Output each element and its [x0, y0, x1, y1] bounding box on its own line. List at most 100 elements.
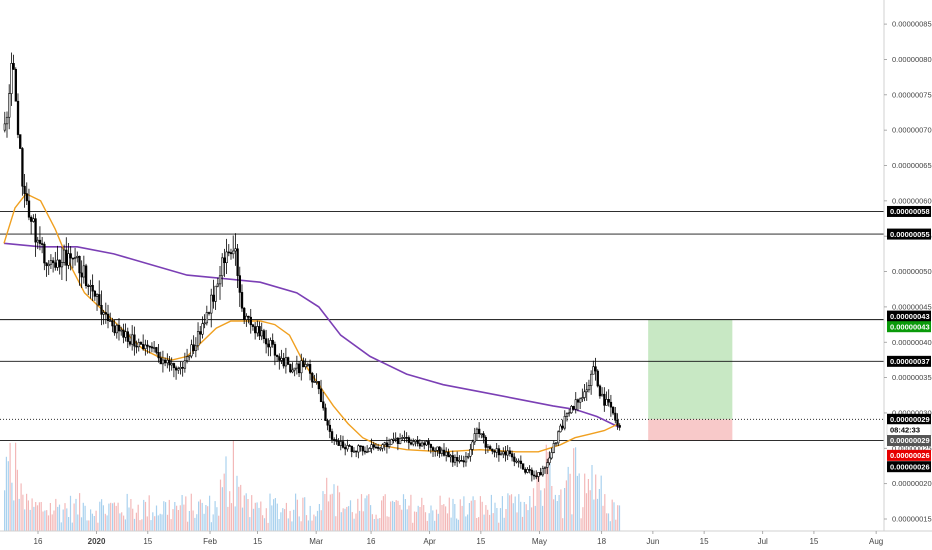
volume-bar	[562, 518, 564, 531]
candle-body	[568, 412, 571, 415]
candle	[603, 387, 606, 412]
horizontal-lines[interactable]	[0, 211, 884, 441]
candle-body	[153, 347, 156, 349]
candle-body	[41, 243, 44, 245]
candle	[168, 356, 171, 372]
candle	[30, 215, 33, 235]
volume-bar	[245, 493, 247, 531]
candle	[550, 447, 553, 460]
price-badge-background	[887, 461, 931, 473]
volume-bar	[181, 495, 183, 531]
candle	[510, 450, 514, 462]
candle-body	[161, 359, 165, 365]
candle	[618, 423, 621, 431]
candle	[482, 431, 485, 444]
candle-body	[249, 316, 252, 326]
candle	[611, 406, 615, 416]
volume-bar	[417, 505, 419, 531]
candle-body	[464, 456, 468, 463]
candle-body	[65, 249, 68, 266]
price-badges: 0.00000058 0.00000055 0.000000430.00000043…	[886, 205, 932, 473]
time-tick-label: 15	[253, 537, 262, 546]
candle-body	[25, 193, 28, 202]
candle	[153, 341, 156, 353]
candle	[554, 442, 558, 447]
volume-bar	[229, 491, 231, 531]
volume-bar	[174, 502, 176, 531]
price-badge-label: 0.00000029	[890, 436, 930, 445]
candle	[297, 361, 301, 378]
candle	[280, 349, 283, 365]
candle-body	[471, 441, 474, 450]
candle-body	[67, 253, 70, 266]
candle	[565, 412, 569, 422]
volume-bar	[251, 495, 253, 531]
candle	[240, 284, 244, 312]
candle-body	[27, 200, 31, 218]
candle	[416, 436, 419, 447]
position-tool[interactable]	[648, 319, 733, 441]
volume-bar	[97, 522, 99, 531]
fast-moving-average-line	[3, 192, 620, 453]
volume-bar	[260, 501, 262, 531]
candle-body	[269, 340, 272, 348]
candle-body	[537, 472, 540, 477]
candle-body	[201, 323, 204, 335]
candle	[205, 305, 209, 326]
candle	[366, 445, 369, 454]
volume-bar	[514, 496, 516, 531]
volume-bar	[7, 461, 9, 531]
volume-bar	[348, 506, 350, 531]
candle-body	[306, 364, 310, 366]
candle	[315, 373, 318, 385]
price-badge-label: 0.00000037	[890, 357, 930, 366]
volume-bar	[421, 497, 423, 531]
volume-bar	[280, 512, 282, 531]
volume-bar	[53, 510, 55, 531]
volume-bar	[101, 499, 103, 531]
candle	[526, 467, 529, 474]
volume-bar	[121, 512, 123, 531]
candle-body	[49, 260, 53, 265]
candle	[456, 451, 459, 468]
candle	[265, 329, 268, 354]
candle	[174, 365, 178, 380]
candle-body	[381, 444, 384, 449]
profit-zone[interactable]	[648, 319, 733, 420]
candle	[572, 405, 575, 411]
volume-bar	[77, 514, 79, 531]
volume-bar	[509, 495, 511, 531]
volume-bar	[267, 522, 269, 531]
volume-bar	[262, 515, 264, 531]
loss-zone[interactable]	[648, 419, 733, 441]
volume-bar	[404, 499, 406, 531]
volume-bar	[342, 508, 344, 531]
candle-body	[409, 442, 413, 445]
volume-bar	[170, 519, 172, 531]
time-axis[interactable]: 16 2020 15 Feb 15 Mar 16 Apr 15 May 18 Jun 15 Jul 15 Au…	[34, 531, 884, 546]
candle	[89, 279, 92, 299]
candle-body	[23, 185, 26, 194]
candle-body	[412, 441, 415, 445]
volume-bar	[49, 503, 51, 531]
volume-bar	[377, 518, 379, 531]
volume-bar	[520, 501, 522, 531]
candle	[225, 238, 228, 274]
volume-bar	[139, 520, 141, 531]
price-axis[interactable]: 0.00000015 0.00000020 0.00000025 0.00000030…	[884, 20, 932, 524]
volume-bar	[154, 516, 156, 531]
candle	[98, 280, 101, 306]
candle-body	[491, 448, 494, 452]
candle	[506, 445, 509, 461]
volume-bar	[198, 501, 200, 531]
candle	[579, 397, 582, 410]
candle	[559, 423, 562, 433]
volume-bar	[518, 494, 520, 531]
candle-body	[58, 259, 61, 268]
candle	[271, 333, 274, 348]
candle	[25, 182, 28, 206]
candle	[409, 438, 413, 446]
candle-body	[190, 344, 193, 357]
candle	[425, 440, 428, 447]
